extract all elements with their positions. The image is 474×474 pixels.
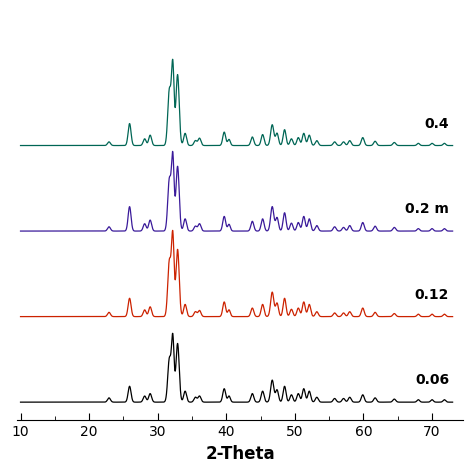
X-axis label: 2-Theta: 2-Theta bbox=[205, 445, 275, 463]
Text: 0.4: 0.4 bbox=[425, 117, 449, 131]
Text: 0.12: 0.12 bbox=[415, 288, 449, 302]
Text: 0.2 m: 0.2 m bbox=[405, 202, 449, 217]
Text: 0.06: 0.06 bbox=[415, 374, 449, 387]
